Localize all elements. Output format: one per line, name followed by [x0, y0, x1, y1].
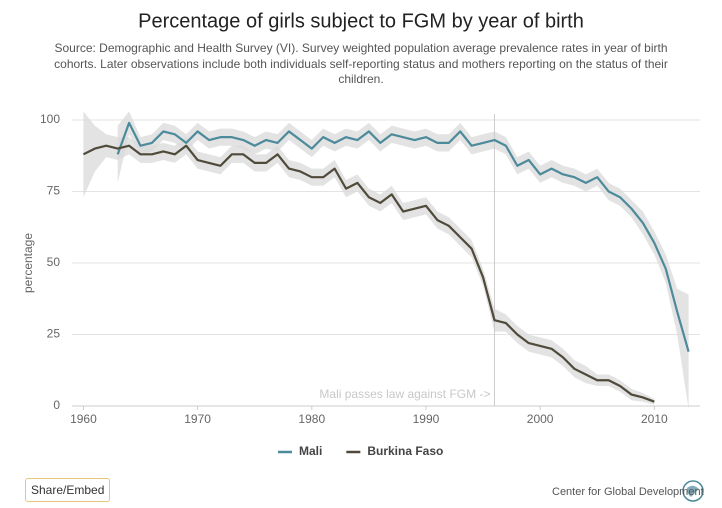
y-axis-label: percentage	[21, 233, 35, 293]
grid	[72, 119, 700, 407]
y-tick-label: 100	[40, 112, 60, 126]
series-line	[82, 144, 655, 403]
legend-label: Burkina Faso	[367, 444, 443, 458]
y-tick-label: 75	[47, 184, 61, 198]
y-tick-label: 0	[53, 398, 60, 412]
footer: Center for Global Development	[552, 486, 704, 498]
confidence-band	[117, 111, 689, 409]
x-tick-label: 2000	[527, 412, 554, 426]
share-button[interactable]: Share/Embed	[25, 478, 111, 502]
x-tick-label: 1960	[70, 412, 97, 426]
confidence-band	[83, 111, 655, 405]
logo	[682, 480, 704, 502]
legend-label: Mali	[299, 444, 322, 458]
y-tick-label: 25	[47, 327, 61, 341]
y-tick-label: 50	[47, 255, 61, 269]
x-tick-label: 2010	[641, 412, 668, 426]
x-tick-label: 1990	[413, 412, 440, 426]
chart-title: Percentage of girls subject to FGM by ye…	[138, 10, 584, 32]
series-line	[116, 121, 690, 352]
x-tick-label: 1980	[298, 412, 325, 426]
chart-subtitle: Source: Demographic and Health Survey (V…	[54, 41, 668, 86]
x-tick-label: 1970	[184, 412, 211, 426]
annotation: Mali passes law against FGM ->	[319, 387, 490, 401]
bands	[83, 111, 689, 409]
